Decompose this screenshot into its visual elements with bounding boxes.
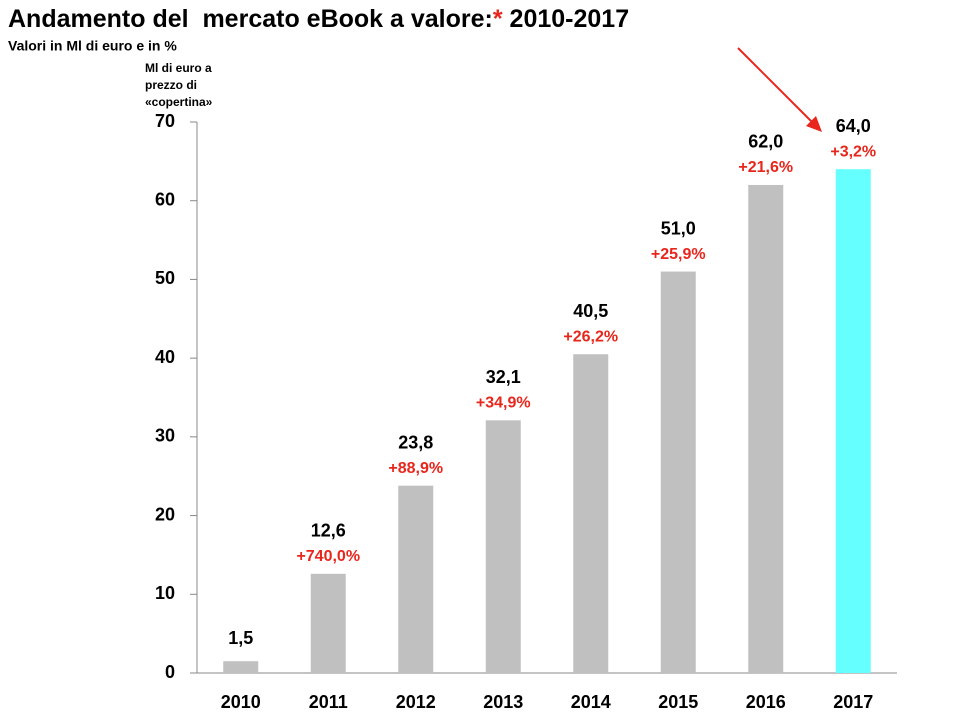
growth-label: +25,9% — [651, 246, 706, 263]
x-tick-label: 2016 — [746, 692, 786, 712]
x-tick-label: 2017 — [833, 692, 873, 712]
bar — [835, 169, 871, 673]
bar — [660, 271, 696, 673]
arrow-head — [806, 116, 822, 132]
y-tick-label: 0 — [165, 662, 175, 682]
bar — [485, 420, 521, 673]
value-label: 32,1 — [486, 367, 521, 387]
growth-label: +88,9% — [388, 460, 443, 477]
value-label: 51,0 — [661, 218, 696, 238]
growth-label: +21,6% — [738, 159, 793, 176]
growth-label: +26,2% — [563, 328, 618, 345]
y-tick-label: 30 — [155, 426, 175, 446]
growth-label: +3,2% — [830, 143, 876, 160]
bar — [748, 184, 784, 673]
y-tick-label: 50 — [155, 268, 175, 288]
growth-label: +34,9% — [476, 395, 531, 412]
value-label: 62,0 — [748, 132, 783, 152]
y-tick-label: 60 — [155, 189, 175, 209]
value-label: 12,6 — [311, 521, 346, 541]
value-label: 23,8 — [398, 432, 433, 452]
x-tick-label: 2014 — [571, 692, 611, 712]
bar — [223, 661, 259, 673]
growth-label: +740,0% — [296, 548, 360, 565]
x-tick-label: 2012 — [396, 692, 436, 712]
subtitle: Valori in Ml di euro e in % — [8, 38, 177, 54]
y-tick-label: 20 — [155, 504, 175, 524]
y-tick-label: 10 — [155, 583, 175, 603]
x-tick-label: 2013 — [483, 692, 523, 712]
x-tick-label: 2015 — [658, 692, 698, 712]
bar — [310, 573, 346, 673]
chart-title: Andamento del mercato eBook a valore:* 2… — [8, 5, 629, 33]
bar — [573, 354, 609, 673]
y-axis-label: prezzo di — [145, 78, 197, 92]
y-axis-label: «copertina» — [145, 95, 213, 109]
y-tick-label: 40 — [155, 347, 175, 367]
title-years: 2010-2017 — [510, 5, 630, 33]
title-mark: * — [493, 5, 503, 33]
value-label: 64,0 — [836, 116, 871, 136]
title-main: Andamento del mercato eBook a valore: — [8, 5, 493, 33]
y-tick-label: 70 — [155, 111, 175, 131]
x-tick-label: 2011 — [309, 692, 348, 712]
value-label: 1,5 — [228, 628, 253, 648]
arrow — [737, 47, 817, 127]
bar — [398, 485, 434, 673]
x-tick-label: 2010 — [221, 692, 261, 712]
y-axis-label: Ml di euro a — [145, 61, 212, 75]
value-label: 40,5 — [573, 301, 608, 321]
